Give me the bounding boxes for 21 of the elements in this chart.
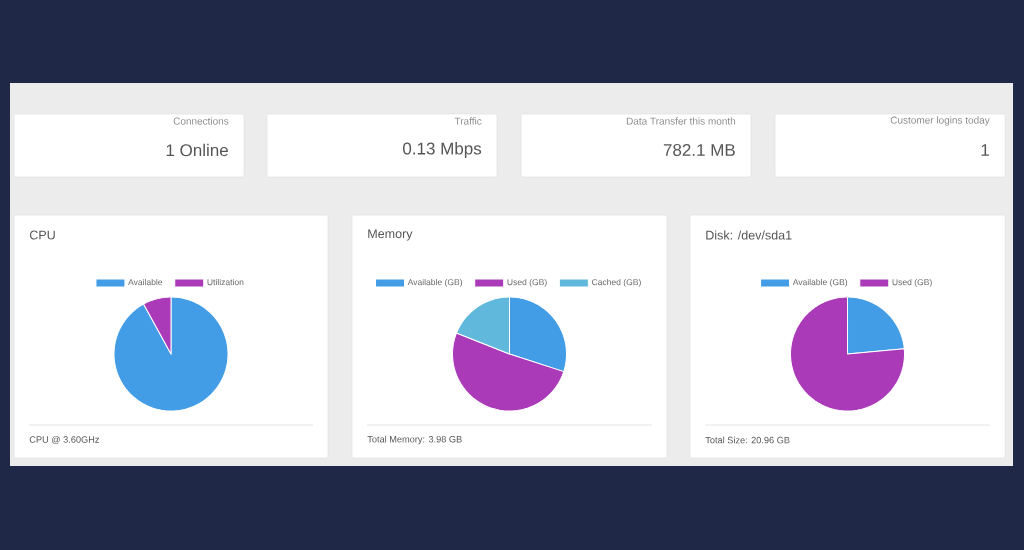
text: 1 Online [166, 143, 228, 157]
text: 0.13 Mbps [403, 142, 482, 158]
legend-label: Available (GB) [407, 278, 463, 287]
legend-label: Used (GB) [507, 278, 547, 287]
text: Total Size: 20.96 GB [705, 436, 790, 444]
legend-label: Utilization [207, 278, 244, 286]
chart-title: Memory [368, 229, 413, 241]
legend-label: Available (GB) [792, 278, 848, 287]
chart-title: Disk: /dev/sda1 [706, 230, 792, 240]
chart-title: CPU [29, 230, 55, 240]
text: 782.1 MB [663, 143, 735, 157]
legend-label: Available [128, 278, 163, 286]
text: Total Memory: 3.98 GB [367, 435, 462, 445]
text: Connections [173, 117, 229, 125]
legend-label: Used (GB) [892, 278, 932, 287]
text: Data Transfer this month [626, 117, 736, 125]
text: 1 [981, 144, 989, 156]
text: Traffic [454, 117, 482, 125]
text: CPU @ 3.60GHz [29, 436, 99, 444]
text: Customer logins today [890, 116, 990, 126]
legend-label: Cached (GB) [591, 278, 641, 287]
